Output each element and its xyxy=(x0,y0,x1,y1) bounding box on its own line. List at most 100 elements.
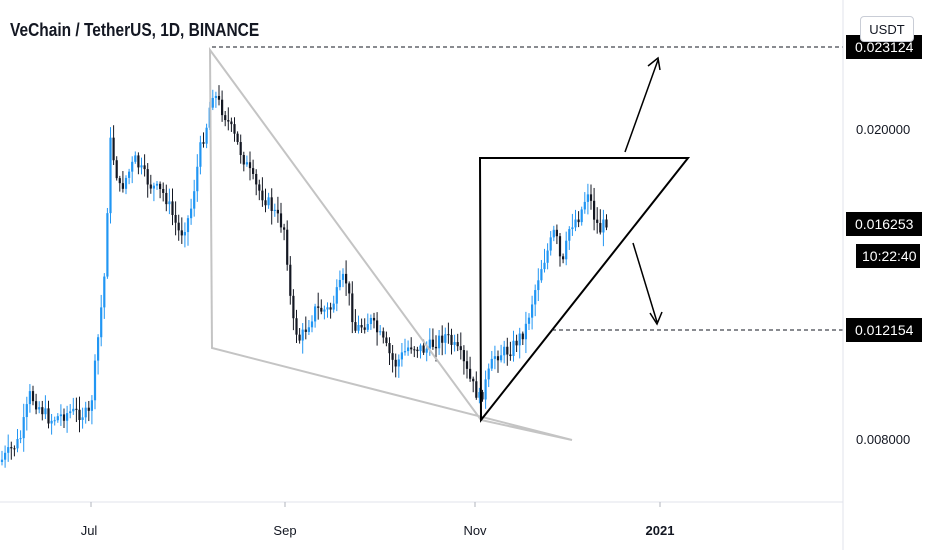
candle-body xyxy=(348,283,351,294)
candle-body xyxy=(546,250,549,263)
candle-body xyxy=(41,407,44,415)
candle-body xyxy=(593,200,596,220)
triangle-outline xyxy=(478,157,691,423)
candle-body xyxy=(459,346,462,351)
candle-body xyxy=(233,124,236,134)
candle-body xyxy=(419,345,422,352)
candle-body xyxy=(267,197,270,206)
candle-body xyxy=(407,347,410,352)
candle-body xyxy=(472,378,475,382)
candle-body xyxy=(413,349,416,351)
candle-body xyxy=(242,155,245,165)
candle-body xyxy=(273,209,276,211)
candle-body xyxy=(146,169,149,185)
candle-body xyxy=(255,173,258,185)
candle-body xyxy=(425,348,428,353)
countdown-label: 10:22:40 xyxy=(862,248,917,264)
falling-wedge-drawing xyxy=(208,46,573,441)
candle-body xyxy=(180,230,183,236)
candle-body xyxy=(10,447,13,449)
candle-body xyxy=(183,232,186,236)
candle-body xyxy=(310,321,314,328)
candle-body xyxy=(16,439,19,449)
candle-body xyxy=(69,411,72,414)
time-axis: Jul Sep Nov 2021 xyxy=(81,502,675,538)
support-price-badge xyxy=(846,318,922,342)
candle-body xyxy=(171,201,174,215)
symbol-title: VeChain / TetherUS, 1D, BINANCE xyxy=(10,20,260,40)
candle-body xyxy=(109,137,112,214)
candle-body xyxy=(301,329,304,341)
candle-body xyxy=(543,262,546,270)
candle-body xyxy=(335,287,338,304)
candle-body xyxy=(236,133,239,143)
candle-body xyxy=(527,317,531,324)
candle-body xyxy=(605,219,608,228)
candle-body xyxy=(190,208,193,219)
candle-body xyxy=(326,307,329,310)
candle-body xyxy=(62,414,66,421)
candle-body xyxy=(224,115,227,121)
candle-body xyxy=(248,162,252,169)
last-price-badge xyxy=(846,212,922,236)
candle-body xyxy=(345,273,348,284)
candle-body xyxy=(509,354,512,357)
candle-body xyxy=(118,178,121,184)
ascending-triangle-drawing xyxy=(478,157,691,423)
candle-body xyxy=(295,318,298,335)
candle-body xyxy=(186,218,190,233)
candle-body xyxy=(385,337,388,344)
candle-body xyxy=(4,452,7,460)
candle-body xyxy=(304,329,307,332)
candle-body xyxy=(438,335,441,349)
candle-body xyxy=(366,324,369,330)
currency-button[interactable]: USDT xyxy=(860,16,914,42)
candle-body xyxy=(47,408,50,424)
candle-body xyxy=(143,165,146,170)
candle-body xyxy=(168,201,171,205)
candle-body xyxy=(565,240,568,260)
candle-body xyxy=(493,356,496,359)
x-tick-nov: Nov xyxy=(463,523,487,538)
candle-body xyxy=(56,416,59,421)
candle-body xyxy=(124,177,128,189)
last-price-label: 0.016253 xyxy=(855,216,914,232)
candle-body xyxy=(549,237,552,251)
candle-body xyxy=(162,188,165,193)
breakdown-arrow-down xyxy=(632,242,663,326)
y-tick-0.008: 0.008000 xyxy=(856,432,910,447)
candle-body xyxy=(140,165,143,168)
price-axis[interactable]: 0.008000 0.020000 0.023124 0.016253 10:2… xyxy=(846,35,922,447)
candle-body xyxy=(239,142,242,156)
candle-body xyxy=(388,343,391,354)
candle-body xyxy=(400,352,403,360)
candle-body xyxy=(177,222,180,231)
candle-body xyxy=(490,358,493,369)
candle-body xyxy=(403,351,407,353)
x-tick-2021: 2021 xyxy=(646,523,675,538)
candle-body xyxy=(496,356,500,361)
candle-body xyxy=(338,279,341,288)
candle-body xyxy=(571,227,574,230)
candle-body xyxy=(137,155,140,168)
candle-body xyxy=(453,342,456,345)
y-tick-0.020: 0.020000 xyxy=(856,122,910,137)
candle-body xyxy=(317,306,320,308)
candle-body xyxy=(66,413,69,421)
candle-body xyxy=(372,317,376,321)
candle-body xyxy=(13,448,16,450)
candle-body xyxy=(84,407,87,418)
candle-body xyxy=(121,183,124,189)
candle-body xyxy=(500,355,503,361)
candle-body xyxy=(279,213,283,228)
candle-body xyxy=(159,183,162,189)
support-price-label: 0.012154 xyxy=(855,322,914,338)
candle-body xyxy=(475,381,478,398)
candle-body xyxy=(245,162,248,165)
candle-body xyxy=(155,183,159,186)
candle-body xyxy=(534,290,537,305)
candle-body xyxy=(221,99,224,116)
candle-body xyxy=(441,335,444,343)
candle-body xyxy=(103,276,106,308)
